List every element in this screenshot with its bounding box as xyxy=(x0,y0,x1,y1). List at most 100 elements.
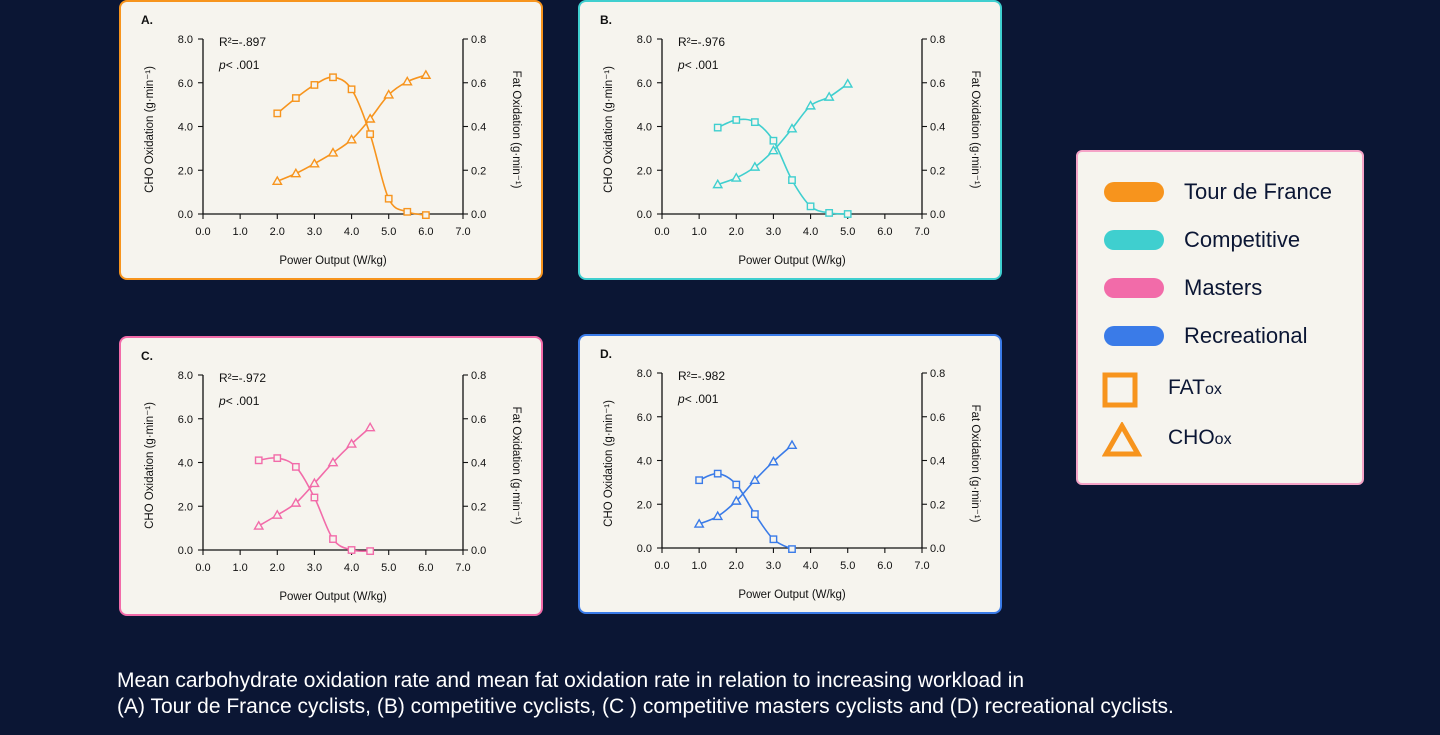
x-tick-label: 2.0 xyxy=(729,226,744,238)
y-right-axis-label: Fat Oxidation (g·min⁻¹) xyxy=(510,71,522,189)
y-right-tick-label: 0.4 xyxy=(471,458,486,470)
choox-point xyxy=(768,144,779,155)
x-tick-label: 4.0 xyxy=(803,226,818,238)
y-left-tick-label: 8.0 xyxy=(178,34,193,46)
x-tick-label: 2.0 xyxy=(270,226,285,238)
fatox-point xyxy=(695,476,704,485)
y-right-tick-label: 0.8 xyxy=(930,34,945,46)
choox-point xyxy=(271,509,283,519)
x-tick-label: 1.0 xyxy=(232,562,247,574)
r-squared-label: R²=-.897 xyxy=(219,35,266,49)
y-right-tick-label: 0.8 xyxy=(471,34,486,46)
y-right-tick-label: 0.6 xyxy=(471,414,486,426)
legend-label-fatox-sub: ox xyxy=(1204,381,1222,398)
y-left-tick-label: 0.0 xyxy=(178,545,193,557)
choox-point xyxy=(805,100,816,110)
x-tick-label: 4.0 xyxy=(344,562,359,574)
p-value-label: p< .001 xyxy=(218,58,260,72)
p-value-symbol: p xyxy=(677,392,685,406)
r-squared-label: R²=-.982 xyxy=(678,369,725,383)
p-value-symbol: p xyxy=(677,58,685,72)
x-tick-label: 3.0 xyxy=(307,226,322,238)
y-right-tick-label: 0.4 xyxy=(930,456,945,468)
y-left-axis-label: CHO Oxidation (g·min⁻¹) xyxy=(603,66,615,193)
x-tick-label: 4.0 xyxy=(344,226,359,238)
p-value-symbol: p xyxy=(218,394,226,408)
fatox-point xyxy=(366,547,375,555)
y-right-axis-label: Fat Oxidation (g·min⁻¹) xyxy=(969,405,981,523)
p-value-text: < .001 xyxy=(685,392,719,406)
y-left-tick-label: 8.0 xyxy=(178,370,193,382)
choox-point xyxy=(327,456,339,467)
choox-point xyxy=(309,158,320,168)
y-right-tick-label: 0.0 xyxy=(471,209,486,221)
y-right-tick-label: 0.6 xyxy=(471,78,486,90)
chart-panel-a: A. 0.0 1.0 2.0 3.0 4.0 5.0 6.0 7.0 0.0 2.0 4.0 6.0 8.… xyxy=(119,0,543,280)
fatox-point xyxy=(732,116,741,124)
choox-point xyxy=(364,113,376,123)
x-tick-label: 0.0 xyxy=(195,562,210,574)
x-tick-label: 0.0 xyxy=(654,560,669,572)
fatox-point xyxy=(788,176,796,184)
x-tick-label: 7.0 xyxy=(914,226,929,238)
legend-swatch-masters xyxy=(1104,278,1164,298)
fatox-point xyxy=(273,454,282,463)
fatox-point xyxy=(750,118,759,127)
x-tick-label: 3.0 xyxy=(307,562,322,574)
r-squared-label: R²=-.972 xyxy=(219,371,266,385)
x-tick-label: 1.0 xyxy=(691,560,706,572)
choox-point xyxy=(712,510,724,521)
y-right-tick-label: 0.2 xyxy=(930,165,945,177)
p-value-symbol: p xyxy=(218,58,226,72)
fatox-point xyxy=(788,545,796,553)
r-squared-label: R²=-.976 xyxy=(678,35,725,49)
figure-caption: Mean carbohydrate oxidation rate and mea… xyxy=(117,668,1367,720)
chart-b-svg: B.0.0 1.0 2.0 3.0 4.0 5.0 6.0 7.00.02.04.06.08.… xyxy=(600,13,981,267)
fatox-point xyxy=(843,210,852,218)
x-tick-label: 2.0 xyxy=(270,562,285,574)
x-tick-label: 0.0 xyxy=(195,226,210,238)
series-line-fatox xyxy=(258,457,371,553)
chart-panel-b: B. 0.0 1.0 2.0 3.0 4.0 5.0 6.0 7.0 0.0 2.0 4.0 6.0 8.… xyxy=(578,0,1002,280)
y-left-tick-label: 6.0 xyxy=(637,412,652,424)
choox-point xyxy=(290,167,302,178)
triangle-marker-icon xyxy=(1102,422,1142,457)
series-line-choox xyxy=(698,444,793,525)
y-right-tick-label: 0.4 xyxy=(930,122,945,134)
chart-panel-d: D. 0.0 1.0 2.0 3.0 4.0 5.0 6.0 7.0 0.0 2.0 4.0 6.0 8.… xyxy=(578,334,1002,614)
x-tick-label: 6.0 xyxy=(418,562,433,574)
p-value-text: < .001 xyxy=(685,58,719,72)
fatox-point xyxy=(421,211,430,219)
x-tick-label: 3.0 xyxy=(766,560,781,572)
choox-point xyxy=(730,495,742,505)
y-left-tick-label: 4.0 xyxy=(178,122,193,134)
choox-point xyxy=(383,89,395,99)
choox-point xyxy=(749,161,761,171)
series-line-fatox xyxy=(717,118,848,215)
y-left-tick-label: 2.0 xyxy=(178,165,193,177)
y-right-tick-label: 0.0 xyxy=(930,209,945,221)
x-axis-label: Power Output (W/kg) xyxy=(279,255,387,267)
y-left-tick-label: 0.0 xyxy=(637,543,652,555)
choox-point xyxy=(786,123,798,133)
x-tick-label: 6.0 xyxy=(877,226,892,238)
x-axis-label: Power Output (W/kg) xyxy=(738,589,846,601)
choox-point xyxy=(327,147,339,157)
choox-point xyxy=(253,520,265,530)
x-tick-label: 1.0 xyxy=(691,226,706,238)
choox-point xyxy=(823,91,835,101)
x-tick-label: 3.0 xyxy=(766,226,781,238)
y-right-tick-label: 0.8 xyxy=(471,370,486,382)
choox-point xyxy=(730,172,742,182)
y-left-tick-label: 4.0 xyxy=(637,456,652,468)
choox-point xyxy=(786,439,798,450)
x-tick-label: 5.0 xyxy=(840,226,855,238)
chart-panel-c: C. 0.0 1.0 2.0 3.0 4.0 5.0 6.0 7.0 0.0 2.0 4.0 6.0 8.… xyxy=(119,336,543,616)
fatox-point xyxy=(713,123,722,132)
legend-label-masters: Masters xyxy=(1184,275,1263,300)
choox-point xyxy=(749,474,761,485)
choox-point xyxy=(693,518,705,528)
fatox-point xyxy=(384,194,393,203)
x-axis-label: Power Output (W/kg) xyxy=(738,255,846,267)
fatox-point xyxy=(713,469,722,478)
